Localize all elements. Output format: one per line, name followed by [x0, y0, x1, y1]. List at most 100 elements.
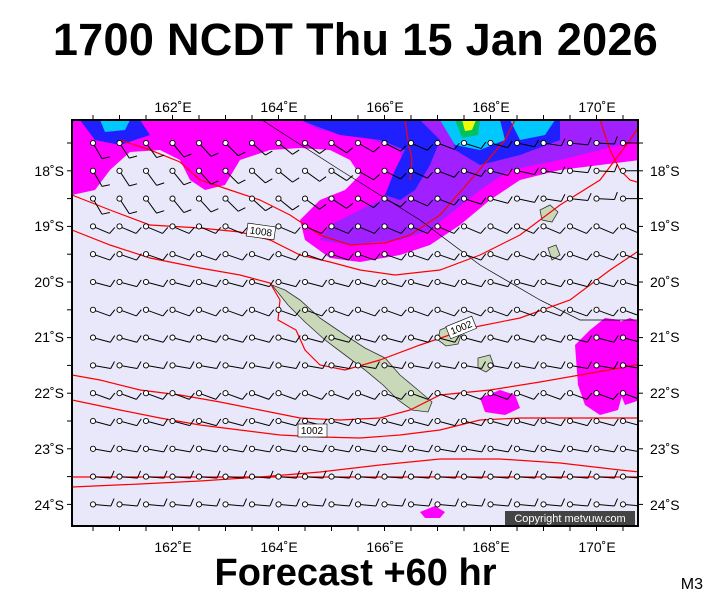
wind-barb — [248, 334, 275, 343]
wind-barb — [142, 470, 168, 480]
lat-labels-left: 18˚S 19˚S 20˚S 21˚S 22˚S 23˚S 24˚S — [34, 163, 64, 513]
wind-barb — [328, 306, 354, 317]
wind-barb — [460, 278, 487, 288]
wind-barb — [513, 498, 539, 508]
wind-barb — [222, 390, 248, 400]
wind-barb — [487, 361, 513, 370]
wind-barb — [328, 498, 354, 508]
wind-barb — [275, 251, 301, 261]
wind-barb — [169, 417, 195, 427]
wind-barb — [513, 470, 539, 480]
wind-barb — [195, 167, 219, 185]
wind-barb — [195, 444, 221, 453]
wind-barb — [434, 278, 460, 288]
wind-barb — [460, 167, 487, 177]
wind-barb — [593, 361, 619, 370]
wind-barb — [142, 251, 169, 261]
wind-barb — [381, 251, 407, 261]
wind-barb — [513, 278, 540, 288]
wind-barb — [248, 498, 274, 508]
wind-barb — [513, 361, 539, 370]
wind-barb — [169, 223, 195, 234]
lon-tick-label: 170˚E — [578, 99, 615, 115]
wind-barb — [142, 498, 168, 508]
wind-barb — [566, 278, 593, 288]
lat-tick-label: 18˚S — [650, 163, 680, 179]
wind-barb — [248, 278, 275, 288]
wind-barb — [275, 306, 301, 317]
wind-barb — [593, 164, 618, 174]
wind-barb — [169, 306, 195, 317]
lat-tick-label: 18˚S — [34, 163, 64, 179]
lat-tick-label: 20˚S — [650, 274, 680, 290]
wind-barb — [248, 417, 275, 427]
wind-barb — [89, 306, 116, 317]
wind-barb — [593, 444, 619, 453]
wind-barb — [222, 139, 246, 157]
lat-tick-label: 22˚S — [34, 385, 64, 401]
wind-barb — [89, 223, 116, 234]
wind-barb — [354, 251, 381, 261]
wind-barb — [222, 278, 248, 288]
wind-barb — [222, 334, 248, 343]
wind-barb — [487, 306, 513, 317]
wind-barb — [434, 139, 460, 150]
wind-barb — [407, 361, 433, 370]
wind-barb — [434, 223, 460, 234]
wind-barb — [381, 361, 407, 370]
wind-barb — [566, 251, 593, 261]
wind-barb — [275, 334, 301, 343]
isobar-line — [119, 120, 516, 246]
wind-barb — [248, 470, 274, 480]
wind-barb — [354, 417, 381, 427]
wind-barb — [566, 306, 593, 317]
wind-barb — [301, 361, 327, 370]
wind-barb — [487, 278, 513, 288]
wind-barb — [407, 223, 434, 234]
wind-barb — [169, 361, 195, 370]
wind-barb — [513, 195, 540, 203]
wind-barb — [540, 417, 566, 427]
wind-barb — [248, 444, 274, 453]
wind-barb — [513, 444, 539, 453]
isobar-label: 1002 — [297, 423, 328, 438]
wind-barb — [328, 390, 354, 400]
wind-barb — [381, 139, 407, 152]
wind-barb — [116, 251, 142, 261]
wind-barb — [89, 167, 110, 187]
wind-barb — [540, 223, 566, 234]
wind-barb — [381, 444, 407, 453]
wind-barb — [116, 195, 138, 215]
lat-tick-label: 19˚S — [650, 218, 680, 234]
wind-barb — [116, 470, 142, 480]
wind-barb — [593, 417, 619, 427]
wind-barb — [593, 498, 619, 508]
wind-barb — [116, 417, 142, 427]
wind-barb — [328, 470, 354, 480]
wind-barb — [142, 361, 168, 370]
wind-barb — [487, 390, 513, 400]
wind-barb — [169, 444, 195, 453]
wind-barb — [169, 334, 195, 343]
wind-barb — [434, 498, 460, 508]
wind-barb — [487, 195, 513, 204]
wind-barb — [593, 278, 619, 288]
wind-barb — [328, 361, 354, 370]
wind-barb — [222, 167, 246, 184]
wind-barb — [169, 390, 195, 400]
lat-labels-right: 18˚S 19˚S 20˚S 21˚S 22˚S 23˚S 24˚S — [650, 163, 680, 513]
new-caledonia-island — [270, 284, 433, 413]
lon-labels-bottom: 162˚E 164˚E 166˚E 168˚E 170˚E — [154, 539, 615, 555]
wind-barb — [222, 417, 248, 427]
wind-barb — [248, 361, 274, 370]
wind-barb — [513, 334, 540, 343]
wind-barb — [407, 334, 434, 343]
wind-barb — [222, 223, 248, 234]
wind-barb — [460, 139, 487, 150]
wind-barb — [593, 306, 619, 317]
wind-barb — [381, 223, 407, 234]
wind-barb — [195, 139, 219, 157]
isobar-value-1008: 1008 — [249, 225, 273, 239]
boundary-line — [261, 120, 638, 321]
wind-barb — [169, 278, 195, 288]
